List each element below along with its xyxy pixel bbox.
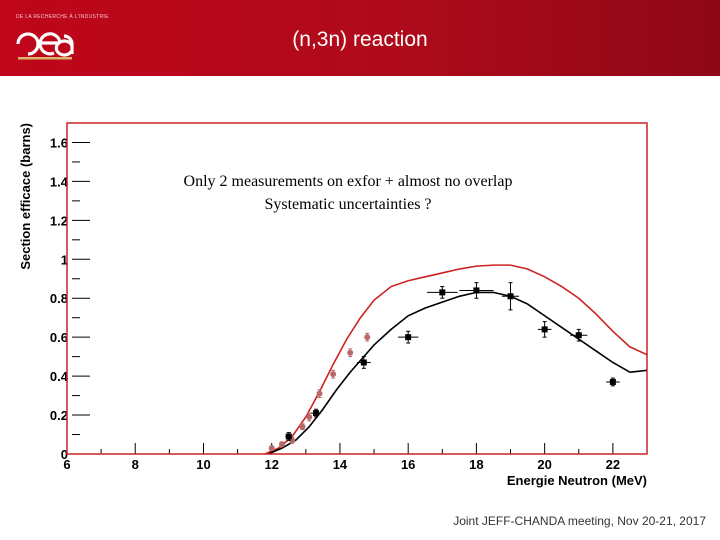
series-line-0: [264, 264, 648, 455]
logo-tagline: DE LA RECHERCHE À L'INDUSTRIE: [16, 14, 109, 20]
x-tick-label: 12: [264, 457, 278, 472]
data-point: [330, 369, 337, 379]
point-marker: [360, 359, 367, 366]
data-point: [285, 432, 293, 441]
annotation-line-1: Only 2 measurements on exfor + almost no…: [184, 173, 513, 190]
point-marker: [313, 410, 320, 417]
x-tick-label: 20: [537, 457, 551, 472]
ticks-layer: 6 8 10 12 14 16 18 20 22 0 0.2 0.4 0.6 0.8 1 1.2 1.4 1.6: [50, 122, 620, 472]
cross-section-chart: 6 8 10 12 14 16 18 20 2200.20.40.60.811.21.41.6 …: [18, 122, 648, 488]
data-point: [459, 282, 494, 299]
point-marker: [306, 414, 313, 421]
point-marker: [285, 433, 292, 440]
data-point: [347, 348, 354, 358]
data-point: [310, 408, 322, 418]
y-tick-label: 1.2: [50, 213, 68, 228]
header-bar: DE LA RECHERCHE À L'INDUSTRIE (n,3n) rea…: [0, 0, 720, 76]
data-point: [268, 445, 275, 452]
point-marker: [268, 445, 275, 452]
y-tick-label: 0.2: [50, 408, 68, 423]
x-tick-label: 18: [469, 457, 483, 472]
y-tick-label: 0: [61, 447, 68, 462]
point-marker: [405, 334, 412, 341]
footer-text: Joint JEFF-CHANDA meeting, Nov 20-21, 20…: [453, 514, 706, 528]
data-point: [278, 441, 285, 448]
data-point: [357, 356, 371, 369]
y-tick-label: 0.6: [50, 330, 68, 345]
point-marker: [439, 289, 446, 296]
point-marker: [278, 441, 285, 448]
series-line-1: [267, 291, 648, 455]
x-tick-label: 14: [333, 457, 348, 472]
point-marker: [575, 332, 582, 339]
annotation-line-2: Systematic uncertainties ?: [264, 196, 431, 213]
x-tick-label: 8: [132, 457, 139, 472]
point-marker: [473, 287, 480, 294]
data-point: [397, 330, 419, 344]
cea-logo: [16, 32, 74, 60]
point-marker: [316, 390, 323, 397]
plot-frame: [66, 122, 648, 455]
y-tick-label: 0.4: [50, 369, 69, 384]
data-point: [299, 423, 306, 431]
point-marker: [609, 378, 616, 385]
data-point: [606, 377, 620, 387]
series-layer: [264, 264, 648, 455]
x-tick-label: 16: [401, 457, 415, 472]
point-marker: [507, 293, 514, 300]
x-tick-label: 22: [606, 457, 620, 472]
data-point: [426, 286, 458, 299]
y-tick-label: 0.8: [50, 291, 68, 306]
slide-title: (n,3n) reaction: [292, 28, 428, 51]
data-point: [502, 282, 520, 311]
x-tick-label: 6: [63, 457, 70, 472]
data-point: [364, 332, 371, 342]
y-tick-label: 1.4: [50, 174, 69, 189]
data-point: [537, 321, 552, 338]
y-axis-label: Section efficace (barns): [18, 123, 33, 270]
x-axis-label: Energie Neutron (MeV): [507, 473, 647, 488]
y-tick-label: 1: [61, 252, 68, 267]
data-point: [570, 328, 588, 342]
y-tick-label: 1.6: [50, 135, 68, 150]
point-marker: [364, 334, 371, 341]
data-point: [316, 389, 323, 399]
point-marker: [299, 423, 306, 430]
point-marker: [330, 371, 337, 378]
point-marker: [541, 326, 548, 333]
data-point: [306, 412, 313, 422]
x-tick-label: 10: [196, 457, 210, 472]
point-marker: [347, 349, 354, 356]
